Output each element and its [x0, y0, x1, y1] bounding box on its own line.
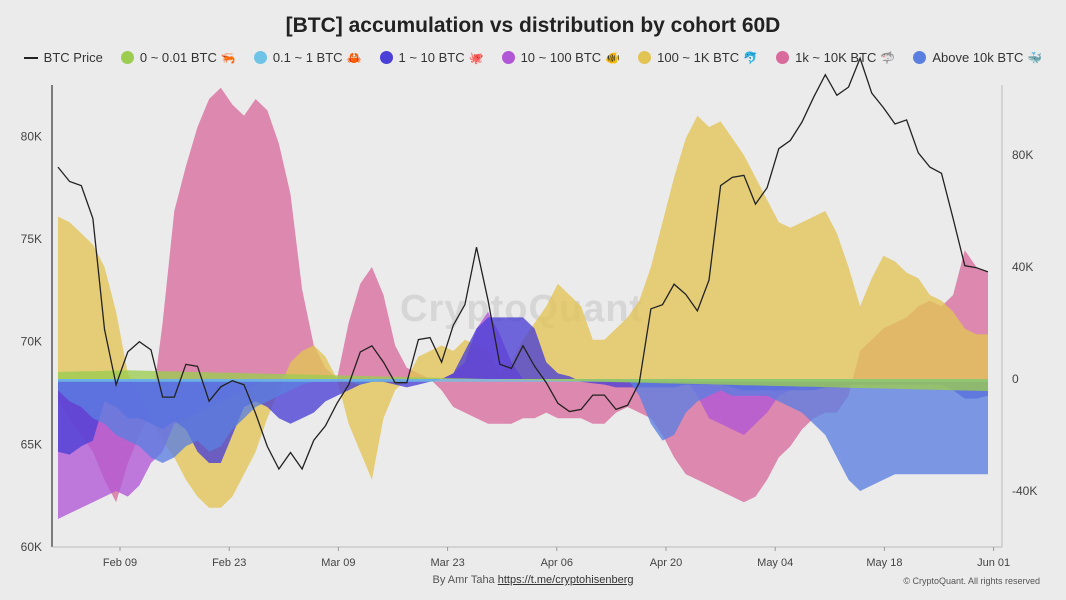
chart-legend: BTC Price 0 ~ 0.01 BTC 🦐 0.1 ~ 1 BTC 🦀 1 ~ 10…	[0, 50, 1066, 65]
y-left-tick-label: 75K	[21, 232, 42, 246]
legend-label: Above 10k BTC	[932, 50, 1024, 65]
legend-label: 100 ~ 1K BTC	[657, 50, 740, 65]
crab-icon: 🦀	[346, 50, 362, 65]
legend-dot	[379, 51, 393, 64]
shark-icon: 🦈	[880, 50, 896, 65]
legend-label: 0.1 ~ 1 BTC	[272, 50, 343, 65]
y-right-tick-label: -40K	[1012, 484, 1037, 498]
legend-dot	[253, 51, 267, 64]
copyright-text: © CryptoQuant. All rights reserved	[903, 576, 1040, 586]
legend-label: 1 ~ 10 BTC	[398, 50, 465, 65]
fish-icon: 🐠	[605, 50, 621, 65]
legend-line-swatch	[23, 56, 38, 59]
x-tick-label: Apr 20	[650, 557, 682, 569]
legend-item-6[interactable]: Above 10k BTC 🐳	[913, 50, 1042, 65]
legend-dot	[913, 51, 927, 64]
series-areas	[58, 87, 988, 519]
credit-author: By Amr Taha	[432, 574, 495, 586]
y-left-tick-label: 65K	[21, 437, 42, 451]
legend-item-4[interactable]: 100 ~ 1K BTC 🐬	[638, 50, 758, 65]
x-tick-label: Mar 09	[321, 557, 355, 569]
dolphin-icon: 🐬	[743, 50, 759, 65]
legend-item-5[interactable]: 1k ~ 10K BTC 🦈	[776, 50, 895, 65]
shrimp-icon: 🦐	[220, 50, 236, 65]
price-line	[57, 56, 989, 471]
legend-item-1[interactable]: 0.1 ~ 1 BTC 🦀	[253, 50, 362, 65]
legend-item-btc-price[interactable]: BTC Price	[23, 50, 103, 65]
x-tick-label: Jun 01	[977, 557, 1010, 569]
legend-item-0[interactable]: 0 ~ 0.01 BTC 🦐	[120, 50, 236, 65]
chart-title: [BTC] accumulation vs distribution by co…	[285, 14, 781, 37]
legend-label: BTC Price	[43, 50, 103, 65]
y-left-tick-label: 80K	[21, 129, 42, 143]
y-left-tick-label: 60K	[21, 540, 42, 554]
credit-link[interactable]: https://t.me/cryptohisenberg	[497, 574, 634, 586]
x-tick-label: Apr 06	[541, 557, 573, 569]
y-right-tick-label: 0	[1012, 372, 1019, 386]
series-area-4	[58, 115, 988, 508]
legend-dot	[501, 51, 515, 64]
footer-credit: By Amr Taha https://t.me/cryptohisenberg	[0, 574, 1066, 586]
btc-price-line	[57, 56, 989, 471]
axes: 60K 65K 70K 75K 80K -40K 0 40K 80K Feb 09 Feb 23 Ma…	[21, 85, 1037, 569]
x-tick-label: Mar 23	[430, 557, 464, 569]
legend-label: 1k ~ 10K BTC	[795, 50, 877, 65]
legend-label: 10 ~ 100 BTC	[520, 50, 602, 65]
legend-dot	[776, 51, 790, 64]
whale-icon: 🐳	[1027, 50, 1043, 65]
octopus-icon: 🐙	[468, 50, 484, 65]
legend-label: 0 ~ 0.01 BTC	[139, 50, 217, 65]
x-tick-label: May 18	[866, 557, 902, 569]
y-right-tick-label: 80K	[1012, 148, 1033, 162]
legend-dot	[120, 51, 134, 64]
x-tick-label: Feb 23	[212, 557, 246, 569]
x-tick-label: May 04	[757, 557, 793, 569]
legend-item-2[interactable]: 1 ~ 10 BTC 🐙	[379, 50, 484, 65]
legend-item-3[interactable]: 10 ~ 100 BTC 🐠	[501, 50, 621, 65]
x-tick-label: Feb 09	[103, 557, 137, 569]
series-area-6	[58, 379, 988, 491]
series-area-0	[58, 370, 988, 391]
y-right-tick-label: 40K	[1012, 260, 1033, 274]
legend-dot	[638, 51, 652, 64]
y-left-tick-label: 70K	[21, 335, 42, 349]
